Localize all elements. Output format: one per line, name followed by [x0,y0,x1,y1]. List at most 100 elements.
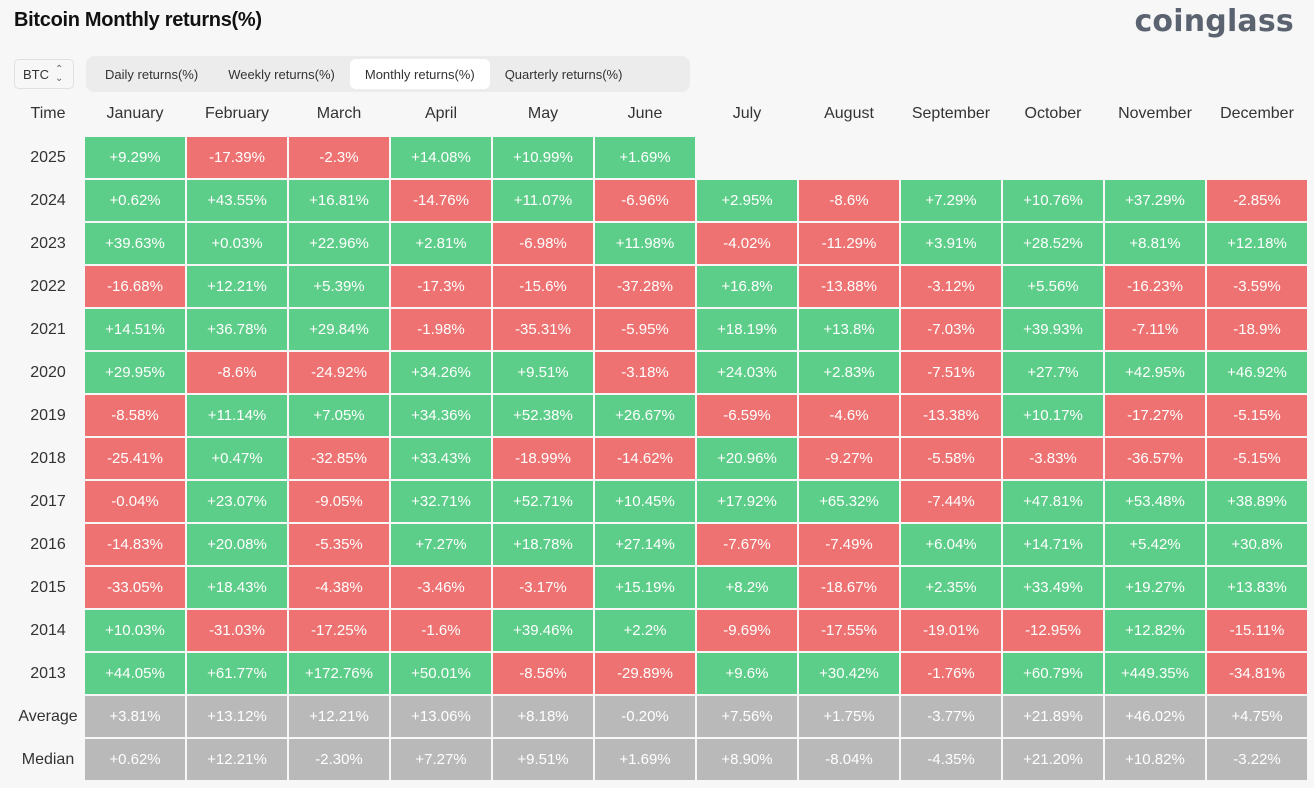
heatmap-cell: +13.8% [799,309,899,350]
heatmap-cell: -8.6% [187,352,287,393]
heatmap-cell: +27.7% [1003,352,1103,393]
heatmap-cell: +449.35% [1105,653,1205,694]
heatmap-cell: +12.21% [289,696,389,737]
heatmap-cell: +24.03% [697,352,797,393]
heatmap-cell: -16.23% [1105,266,1205,307]
column-header-november: November [1118,105,1192,122]
heatmap-cell: +39.93% [1003,309,1103,350]
heatmap-cell: -13.88% [799,266,899,307]
heatmap-cell: -17.27% [1105,395,1205,436]
heatmap-cell: +2.83% [799,352,899,393]
heatmap-cell: +28.52% [1003,223,1103,264]
tab-daily-returns[interactable]: Daily returns(%) [105,66,199,82]
heatmap-cell: +20.96% [697,438,797,479]
heatmap-cell: -9.69% [697,610,797,651]
heatmap-cell: -7.49% [799,524,899,565]
heatmap-cell: +5.56% [1003,266,1103,307]
tab-quarterly-returns[interactable]: Quarterly returns(%) [504,66,623,82]
heatmap-cell: +12.21% [187,739,287,780]
heatmap-cell: -25.41% [85,438,185,479]
heatmap-cell: -3.18% [595,352,695,393]
column-header-june: June [627,105,663,122]
column-header-july: July [732,105,762,122]
heatmap-cell: +42.95% [1105,352,1205,393]
heatmap-cell: +1.69% [595,739,695,780]
heatmap-cell: +8.18% [493,696,593,737]
asset-select[interactable]: BTC ⌃ ⌄ [14,59,74,89]
heatmap-cell: +8.2% [697,567,797,608]
heatmap-cell: -2.30% [289,739,389,780]
column-header-october: October [1024,105,1082,122]
heatmap-cell: -29.89% [595,653,695,694]
heatmap-cell: +61.77% [187,653,287,694]
heatmap-cell: -24.92% [289,352,389,393]
heatmap-cell: +38.89% [1207,481,1307,522]
column-header-september: September [911,105,991,122]
heatmap-cell: +30.42% [799,653,899,694]
heatmap-cell: +7.56% [697,696,797,737]
heatmap-cell: +37.29% [1105,180,1205,221]
column-header-may: May [527,105,559,122]
heatmap-cell: +52.38% [493,395,593,436]
heatmap-cell: +18.43% [187,567,287,608]
heatmap-cell: +12.82% [1105,610,1205,651]
heatmap-cell: -6.96% [595,180,695,221]
heatmap-cell: -11.29% [799,223,899,264]
heatmap-cell: -5.15% [1207,438,1307,479]
heatmap-cell: -3.46% [391,567,491,608]
heatmap-cell: -7.03% [901,309,1001,350]
heatmap-cell: +26.67% [595,395,695,436]
heatmap-cell: +21.89% [1003,696,1103,737]
heatmap-cell: -7.11% [1105,309,1205,350]
heatmap-cell: -6.98% [493,223,593,264]
heatmap-cell: -36.57% [1105,438,1205,479]
heatmap-cell: +7.27% [391,739,491,780]
heatmap-cell: +43.55% [187,180,287,221]
heatmap-cell: +20.08% [187,524,287,565]
column-header-march: March [316,105,362,122]
heatmap-cell: -3.59% [1207,266,1307,307]
heatmap-cell: -1.76% [901,653,1001,694]
heatmap-cell: +3.81% [85,696,185,737]
heatmap-cell: -14.62% [595,438,695,479]
heatmap-cell: +12.21% [187,266,287,307]
heatmap-cell: +2.35% [901,567,1001,608]
tab-monthly-returns[interactable]: Monthly returns(%) [349,59,490,89]
heatmap-cell: -15.11% [1207,610,1307,651]
heatmap-cell: +10.76% [1003,180,1103,221]
heatmap-cell: +29.84% [289,309,389,350]
heatmap-cell: +16.81% [289,180,389,221]
heatmap-cell: +36.78% [187,309,287,350]
heatmap-cell: -18.99% [493,438,593,479]
row-label-2023: 2023 [30,234,66,252]
heatmap-cell: +4.75% [1207,696,1307,737]
row-label-average: Average [18,707,78,725]
heatmap-cell: -18.67% [799,567,899,608]
heatmap-cell: +172.76% [289,653,389,694]
heatmap-cell: +33.49% [1003,567,1103,608]
heatmap-cell: -4.38% [289,567,389,608]
heatmap-cell: +19.27% [1105,567,1205,608]
heatmap-cell: +29.95% [85,352,185,393]
heatmap-cell: +10.17% [1003,395,1103,436]
heatmap-cell: +9.51% [493,739,593,780]
heatmap-cell: -5.15% [1207,395,1307,436]
tab-weekly-returns[interactable]: Weekly returns(%) [228,66,335,82]
heatmap-cell: +13.12% [187,696,287,737]
heatmap-cell: -7.44% [901,481,1001,522]
heatmap-cell: -5.58% [901,438,1001,479]
heatmap-cell: +30.8% [1207,524,1307,565]
heatmap-cell: -3.22% [1207,739,1307,780]
heatmap-cell: -8.56% [493,653,593,694]
heatmap-cell: +44.05% [85,653,185,694]
row-label-2015: 2015 [30,578,66,596]
heatmap-cell: +5.42% [1105,524,1205,565]
heatmap-cell: +21.20% [1003,739,1103,780]
heatmap-cell: +52.71% [493,481,593,522]
heatmap-cell: +9.29% [85,137,185,178]
heatmap-cell: -17.25% [289,610,389,651]
heatmap-cell: +60.79% [1003,653,1103,694]
heatmap-cell: +7.05% [289,395,389,436]
heatmap-cell: +14.08% [391,137,491,178]
heatmap-cell: +0.62% [85,180,185,221]
